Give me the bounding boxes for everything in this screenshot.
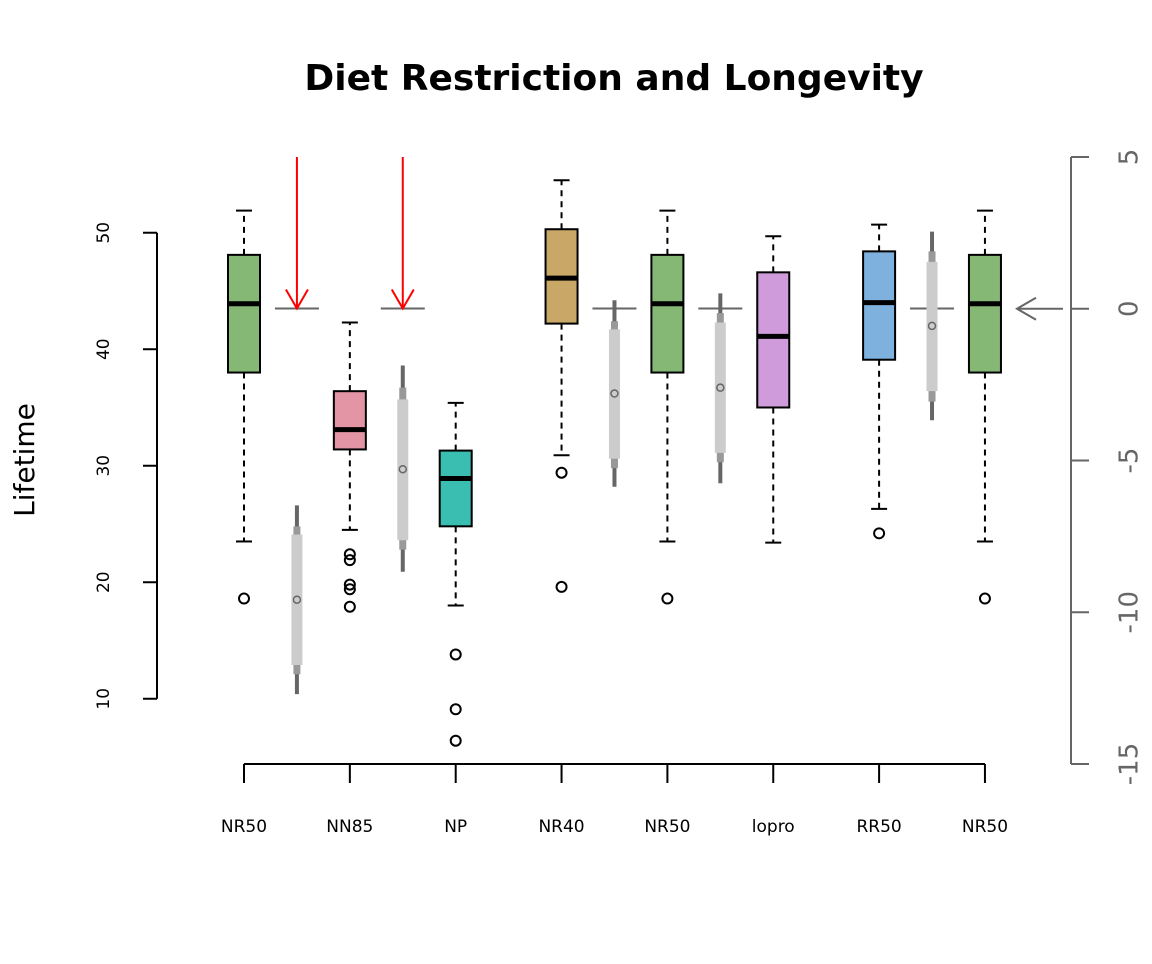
x-tick-label: NR50 <box>644 817 690 837</box>
x-tick-label: lopro <box>752 817 795 837</box>
outlier <box>978 592 991 605</box>
y-tick-label: 40 <box>94 338 114 360</box>
box <box>438 449 473 528</box>
box <box>227 253 261 374</box>
outlier <box>449 648 462 661</box>
outlier <box>555 580 568 593</box>
summary-center <box>292 595 302 604</box>
y2-tick-label: 0 <box>1115 300 1145 317</box>
y-tick-label: 50 <box>94 222 114 244</box>
outlier <box>449 734 462 747</box>
y2-tick-label: 5 <box>1115 149 1145 166</box>
outlier <box>343 600 356 613</box>
x-tick-label: RR50 <box>856 817 901 837</box>
arrow-head <box>390 288 415 311</box>
x-tick-label: NR50 <box>962 817 1008 837</box>
chart-title: Diet Restriction and Longevity <box>304 58 923 99</box>
box <box>756 271 791 409</box>
x-tick-label: NR50 <box>221 817 267 837</box>
x-tick-label: NN85 <box>326 817 373 837</box>
outlier <box>343 578 356 591</box>
outlier <box>343 548 356 561</box>
outlier <box>449 703 462 716</box>
box <box>650 253 685 374</box>
outlier <box>873 527 886 540</box>
y2-tick-label: -15 <box>1115 743 1145 785</box>
x-tick-label: NP <box>444 817 467 837</box>
box <box>967 253 1002 374</box>
y2-tick-label: -10 <box>1115 591 1145 633</box>
summary-center <box>927 321 937 331</box>
y-axis-label: Lifetime <box>8 403 41 517</box>
outlier <box>343 583 356 596</box>
outlier <box>661 592 674 605</box>
summary-center <box>716 383 725 392</box>
summary-center <box>610 389 619 398</box>
x-tick-label: NR40 <box>538 817 584 837</box>
box <box>862 250 897 361</box>
outlier <box>238 592 250 605</box>
arrow-head <box>285 288 309 311</box>
box <box>332 390 367 451</box>
outlier <box>343 554 356 567</box>
y-tick-label: 10 <box>94 688 114 710</box>
y2-arrow-head <box>1015 296 1037 321</box>
summary-center <box>398 464 408 474</box>
outlier <box>555 466 568 479</box>
y-tick-label: 20 <box>94 571 114 593</box>
y-tick-label: 30 <box>94 455 114 477</box>
y2-tick-label: -5 <box>1115 448 1145 474</box>
